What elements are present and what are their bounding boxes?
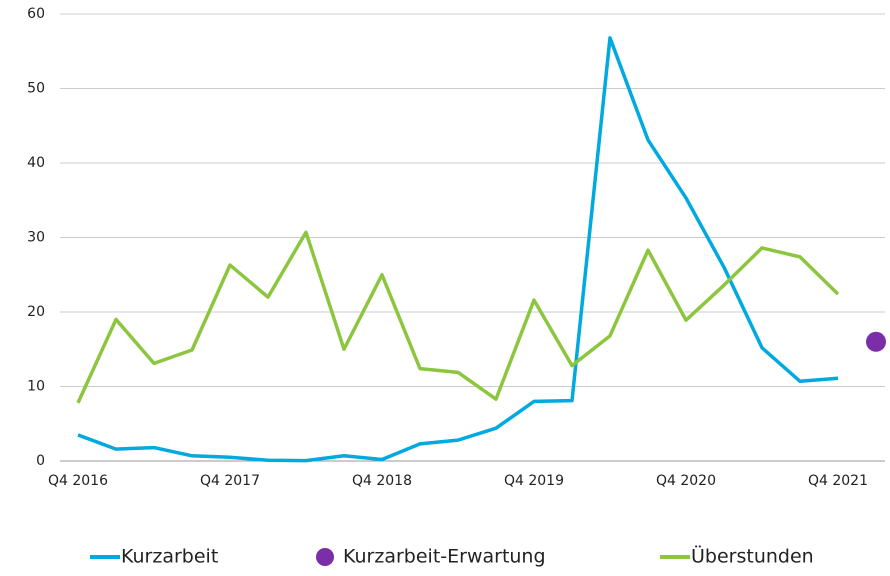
data-line <box>76 230 840 404</box>
legend-label: Überstunden <box>691 545 814 568</box>
x-tick-label: Q4 2016 <box>48 473 108 489</box>
legend-swatch <box>316 548 334 566</box>
x-tick-label: Q4 2020 <box>656 473 716 489</box>
y-tick-label: 40 <box>27 155 45 171</box>
data-point <box>866 331 886 352</box>
y-tick-label: 60 <box>27 6 45 22</box>
x-tick-label: Q4 2019 <box>504 473 564 489</box>
legend-label: Kurzarbeit-Erwartung <box>343 546 546 568</box>
y-tick-label: 0 <box>36 453 45 469</box>
y-tick-label: 20 <box>27 304 45 320</box>
y-tick-label: 50 <box>27 81 45 97</box>
y-tick-label: 10 <box>27 379 45 395</box>
y-tick-label: 30 <box>27 230 45 246</box>
x-tick-label: Q4 2018 <box>352 473 412 489</box>
x-tick-label: Q4 2017 <box>200 473 260 489</box>
legend-label: Kurzarbeit <box>121 546 218 568</box>
data-line <box>77 36 839 463</box>
x-tick-label: Q4 2021 <box>808 473 868 489</box>
